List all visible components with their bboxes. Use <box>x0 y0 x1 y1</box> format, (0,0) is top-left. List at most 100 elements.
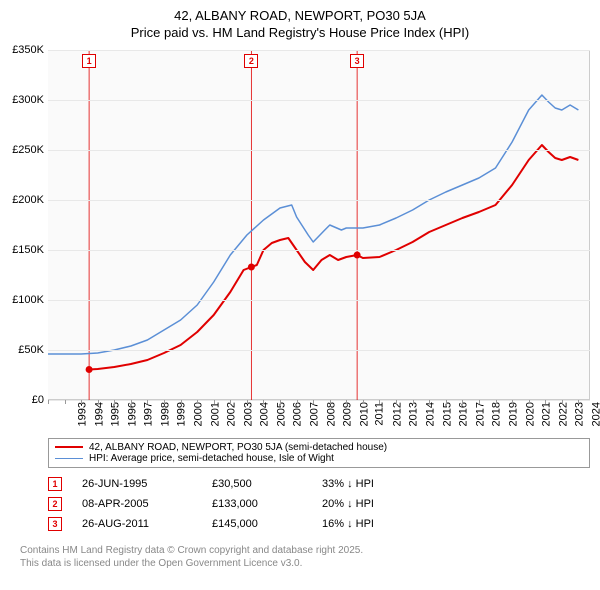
x-axis-label: 1995 <box>110 402 122 426</box>
title-line1: 42, ALBANY ROAD, NEWPORT, PO30 5JA <box>174 8 426 23</box>
x-tick <box>131 400 132 404</box>
gridline-h <box>48 100 590 101</box>
y-axis-label: £250K <box>0 144 44 156</box>
chart-plot-area: £0£50K£100K£150K£200K£250K£300K£350K123 <box>48 50 590 400</box>
x-axis-label: 2015 <box>441 402 453 426</box>
x-axis-label: 2000 <box>193 402 205 426</box>
legend-swatch <box>55 458 83 459</box>
x-axis-label: 2023 <box>574 402 586 426</box>
x-tick <box>230 400 231 404</box>
x-tick <box>330 400 331 404</box>
x-tick <box>65 400 66 404</box>
x-tick <box>114 400 115 404</box>
x-tick <box>578 400 579 404</box>
y-axis-label: £0 <box>0 394 44 406</box>
x-axis-label: 2021 <box>541 402 553 426</box>
x-axis-label: 1997 <box>143 402 155 426</box>
x-tick <box>512 400 513 404</box>
x-axis-label: 2024 <box>590 402 600 426</box>
x-axis-label: 1998 <box>159 402 171 426</box>
legend-label: 42, ALBANY ROAD, NEWPORT, PO30 5JA (semi… <box>89 442 387 453</box>
x-axis-label: 2006 <box>292 402 304 426</box>
x-axis-label: 2005 <box>275 402 287 426</box>
legend-box: 42, ALBANY ROAD, NEWPORT, PO30 5JA (semi… <box>48 438 590 468</box>
sale-marker-box: 1 <box>82 54 96 68</box>
y-axis-label: £300K <box>0 94 44 106</box>
gridline-h <box>48 200 590 201</box>
y-axis-label: £50K <box>0 344 44 356</box>
x-axis-label: 1993 <box>76 402 88 426</box>
sale-date: 26-AUG-2011 <box>82 518 192 530</box>
sale-dot <box>354 251 361 258</box>
x-axis-label: 2020 <box>524 402 536 426</box>
x-axis-label: 2009 <box>342 402 354 426</box>
x-axis-label: 2013 <box>408 402 420 426</box>
x-axis-label: 1994 <box>93 402 105 426</box>
x-tick <box>562 400 563 404</box>
sale-table-row: 208-APR-2005£133,00020% ↓ HPI <box>48 494 590 514</box>
x-axis-label: 1999 <box>176 402 188 426</box>
x-axis-label: 2017 <box>474 402 486 426</box>
sale-price: £133,000 <box>212 498 302 510</box>
title-line2: Price paid vs. HM Land Registry's House … <box>131 25 469 40</box>
sale-diff: 20% ↓ HPI <box>322 498 432 510</box>
sale-table-row: 126-JUN-1995£30,50033% ↓ HPI <box>48 474 590 494</box>
gridline-h <box>48 250 590 251</box>
footer-attribution: Contains HM Land Registry data © Crown c… <box>20 544 590 570</box>
legend-label: HPI: Average price, semi-detached house,… <box>89 453 334 464</box>
legend-row: HPI: Average price, semi-detached house,… <box>55 453 583 464</box>
y-axis-label: £150K <box>0 244 44 256</box>
x-tick <box>263 400 264 404</box>
x-tick <box>313 400 314 404</box>
footer-line2: This data is licensed under the Open Gov… <box>20 558 302 569</box>
series-hpi <box>48 95 578 354</box>
x-tick <box>429 400 430 404</box>
footer-line1: Contains HM Land Registry data © Crown c… <box>20 545 363 556</box>
x-axis-label: 2011 <box>374 402 386 426</box>
chart-lines-svg <box>48 50 590 400</box>
x-tick <box>346 400 347 404</box>
x-tick <box>297 400 298 404</box>
x-axis-label: 2003 <box>242 402 254 426</box>
y-axis-label: £200K <box>0 194 44 206</box>
x-tick <box>197 400 198 404</box>
x-tick <box>81 400 82 404</box>
y-axis-label: £100K <box>0 294 44 306</box>
sale-price: £30,500 <box>212 478 302 490</box>
y-axis-label: £350K <box>0 44 44 56</box>
legend-swatch <box>55 446 83 448</box>
sale-table-marker: 1 <box>48 477 62 491</box>
sale-diff: 16% ↓ HPI <box>322 518 432 530</box>
x-tick <box>379 400 380 404</box>
x-axis-label: 2010 <box>358 402 370 426</box>
gridline-h <box>48 350 590 351</box>
x-tick <box>496 400 497 404</box>
x-tick <box>164 400 165 404</box>
x-axis: 1993199419951996199719981999200020012002… <box>48 400 590 434</box>
x-tick <box>529 400 530 404</box>
x-tick <box>545 400 546 404</box>
x-axis-label: 1996 <box>126 402 138 426</box>
legend-row: 42, ALBANY ROAD, NEWPORT, PO30 5JA (semi… <box>55 442 583 453</box>
x-axis-label: 2018 <box>491 402 503 426</box>
sale-dot <box>86 366 93 373</box>
series-price_paid <box>89 145 578 370</box>
sale-table-marker: 3 <box>48 517 62 531</box>
x-tick <box>147 400 148 404</box>
x-tick <box>48 400 49 404</box>
sale-marker-box: 3 <box>350 54 364 68</box>
x-tick <box>462 400 463 404</box>
x-tick <box>181 400 182 404</box>
sale-marker-box: 2 <box>244 54 258 68</box>
x-tick <box>363 400 364 404</box>
sale-date: 08-APR-2005 <box>82 498 192 510</box>
sale-table-row: 326-AUG-2011£145,00016% ↓ HPI <box>48 514 590 534</box>
x-tick <box>247 400 248 404</box>
gridline-h <box>48 300 590 301</box>
x-axis-label: 2016 <box>458 402 470 426</box>
x-tick <box>413 400 414 404</box>
sale-date: 26-JUN-1995 <box>82 478 192 490</box>
x-axis-label: 2014 <box>425 402 437 426</box>
x-axis-label: 2008 <box>325 402 337 426</box>
x-axis-label: 2007 <box>309 402 321 426</box>
